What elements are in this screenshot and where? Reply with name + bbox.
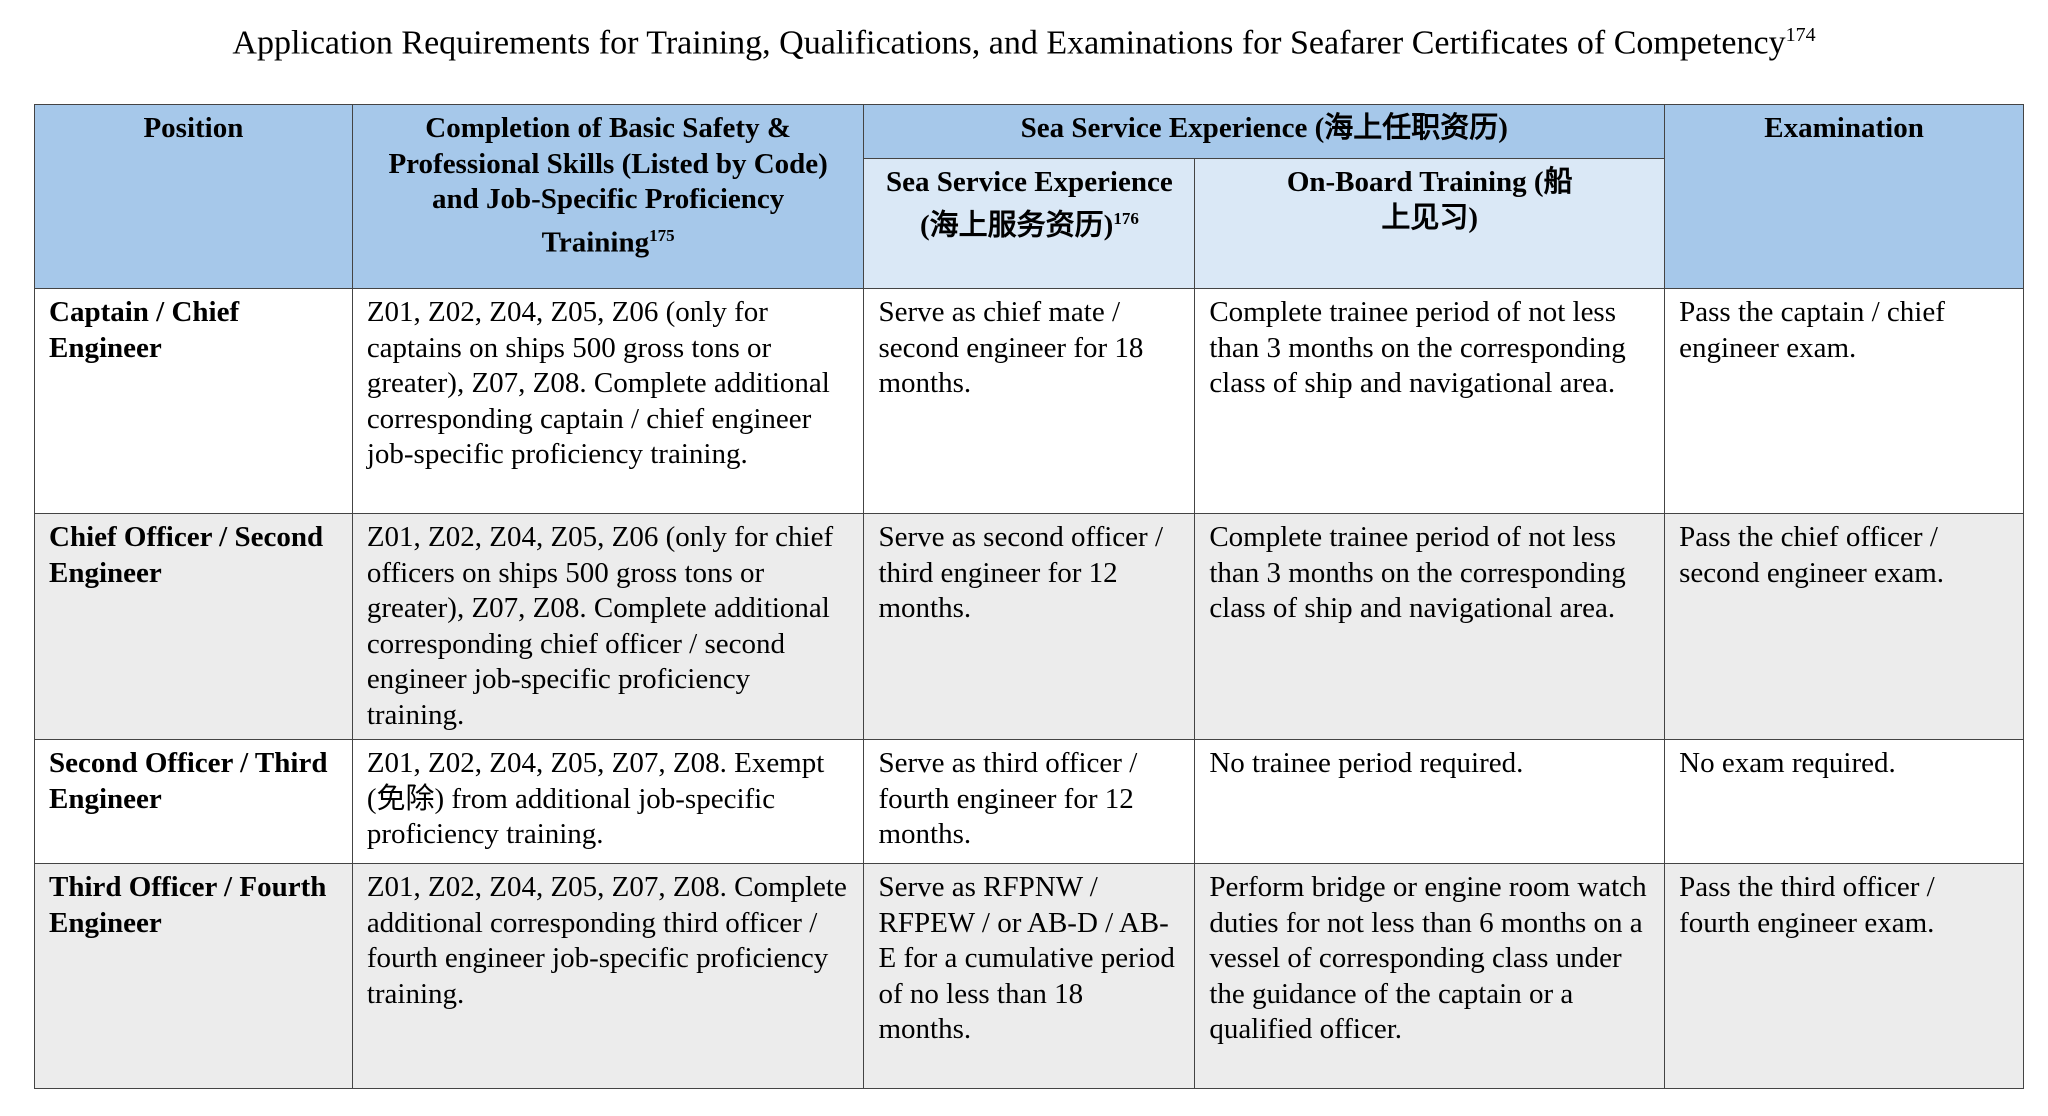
table-row: Second Officer / Third Engineer Z01, Z02… xyxy=(34,739,2024,864)
footnote-ref: 175 xyxy=(649,225,675,245)
cell-position: Chief Officer / Second Engineer xyxy=(34,513,353,740)
cell-completion: Z01, Z02, Z04, Z05, Z06 (only for captai… xyxy=(351,288,865,514)
header-sea-service-text: Sea Service Experience (海上服务资历) xyxy=(886,166,1173,242)
cell-sea-service: Serve as RFPNW / RFPEW / or AB-D / AB-E … xyxy=(863,863,1196,1089)
header-position: Position xyxy=(34,104,353,289)
cell-onboard: No trainee period required. xyxy=(1194,739,1666,864)
cell-completion: Z01, Z02, Z04, Z05, Z06 (only for chief … xyxy=(351,513,865,740)
cell-onboard: Complete trainee period of not less than… xyxy=(1194,513,1666,740)
page-title: Application Requirements for Training, Q… xyxy=(0,24,2048,62)
header-completion-text: Completion of Basic Safety & Professiona… xyxy=(388,112,828,259)
cell-examination: Pass the captain / chief engineer exam. xyxy=(1664,288,2024,514)
cell-sea-service: Serve as second officer / third engineer… xyxy=(863,513,1196,740)
header-onboard: On-Board Training (船上见习) xyxy=(1194,158,1666,289)
cell-onboard: Perform bridge or engine room watch duti… xyxy=(1194,863,1666,1089)
header-completion: Completion of Basic Safety & Professiona… xyxy=(351,104,865,289)
cell-completion: Z01, Z02, Z04, Z05, Z07, Z08. Complete a… xyxy=(351,863,865,1089)
title-text: Application Requirements for Training, Q… xyxy=(232,24,1786,62)
header-sea-service-group: Sea Service Experience (海上任职资历) xyxy=(863,104,1666,159)
cell-completion: Z01, Z02, Z04, Z05, Z07, Z08. Exempt (免除… xyxy=(351,739,865,864)
cell-sea-service: Serve as third officer / fourth engineer… xyxy=(863,739,1196,864)
table-row: Third Officer / Fourth Engineer Z01, Z02… xyxy=(34,863,2024,1089)
footnote-ref: 176 xyxy=(1113,208,1139,228)
cell-examination: Pass the chief officer / second engineer… xyxy=(1664,513,2024,740)
cell-examination: No exam required. xyxy=(1664,739,2024,864)
cell-sea-service: Serve as chief mate / second engineer fo… xyxy=(863,288,1196,514)
cell-position: Captain / Chief Engineer xyxy=(34,288,353,514)
header-examination: Examination xyxy=(1664,104,2024,289)
header-sea-service: Sea Service Experience (海上服务资历)176 xyxy=(863,158,1196,289)
cell-onboard: Complete trainee period of not less than… xyxy=(1194,288,1666,514)
footnote-ref: 174 xyxy=(1785,24,1816,46)
cell-position: Second Officer / Third Engineer xyxy=(34,739,353,864)
table-row: Captain / Chief Engineer Z01, Z02, Z04, … xyxy=(34,288,2024,514)
requirements-table: Position Completion of Basic Safety & Pr… xyxy=(34,104,2024,1089)
cell-examination: Pass the third officer / fourth engineer… xyxy=(1664,863,2024,1089)
table-row: Chief Officer / Second Engineer Z01, Z02… xyxy=(34,513,2024,740)
cell-position: Third Officer / Fourth Engineer xyxy=(34,863,353,1089)
